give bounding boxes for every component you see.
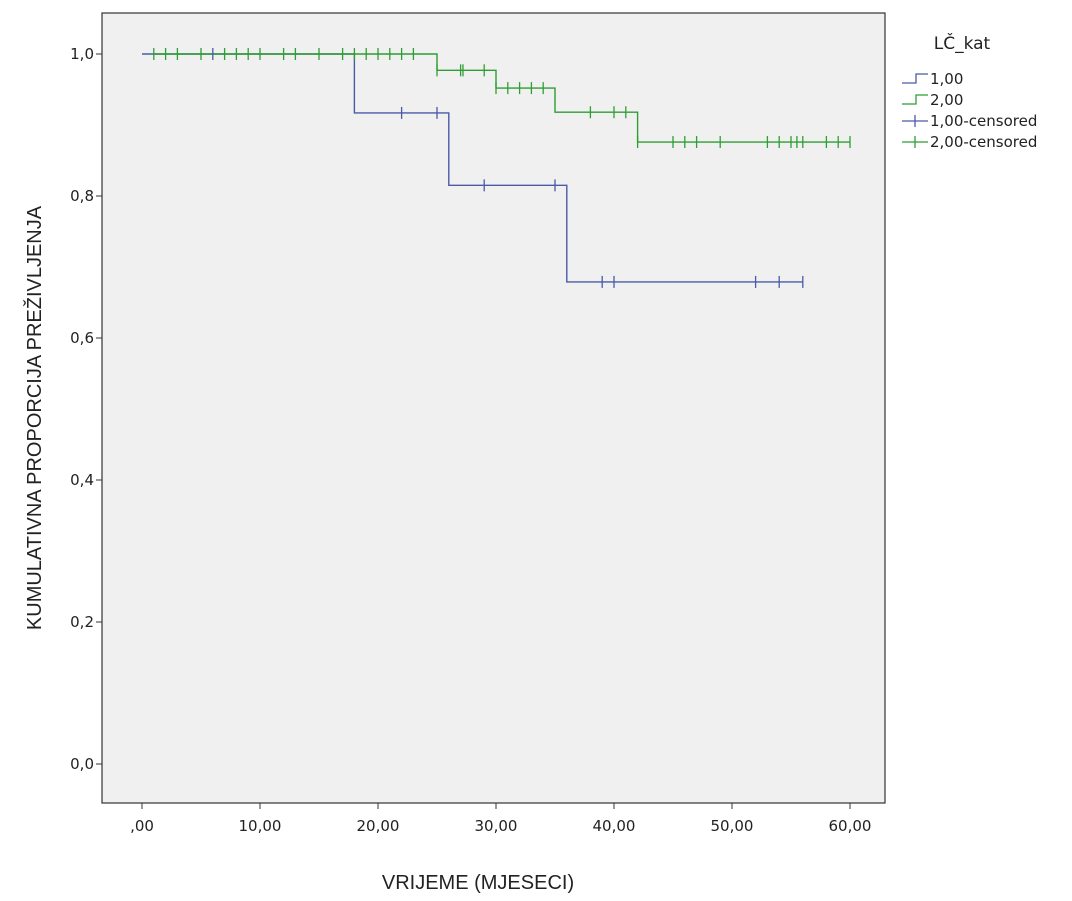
legend-swatch-step bbox=[902, 94, 928, 105]
legend-swatch-step bbox=[902, 73, 928, 84]
x-tick-label: ,00 bbox=[130, 817, 154, 835]
legend-title: LČ_kat bbox=[934, 32, 991, 54]
y-axis-ticks: 0,0 0,2 0,4 0,6 0,8 1,0 bbox=[70, 45, 102, 773]
y-tick-label: 0,6 bbox=[70, 329, 94, 347]
legend-entry-label: 2,00-censored bbox=[930, 133, 1037, 151]
x-tick-label: 20,00 bbox=[357, 817, 400, 835]
y-tick-label: 0,8 bbox=[70, 187, 94, 205]
x-axis-title: VRIJEME (MJESECI) bbox=[382, 872, 574, 894]
x-tick-label: 50,00 bbox=[711, 817, 754, 835]
series-lines bbox=[142, 53, 850, 283]
y-tick-label: 0,2 bbox=[70, 613, 94, 631]
censor-marks bbox=[153, 48, 851, 288]
legend-entry-label: 2,00 bbox=[930, 91, 963, 109]
x-tick-label: 10,00 bbox=[239, 817, 282, 835]
x-tick-label: 40,00 bbox=[593, 817, 636, 835]
series-line-1 bbox=[142, 53, 803, 283]
legend: 1,00 2,00 1,00-censored 2,00-censored bbox=[902, 70, 1037, 151]
legend-entry-label: 1,00 bbox=[930, 70, 963, 88]
series-line-2 bbox=[153, 53, 850, 143]
x-tick-label: 60,00 bbox=[829, 817, 872, 835]
y-tick-label: 0,4 bbox=[70, 471, 94, 489]
x-axis-ticks: ,00 10,00 20,00 30,00 40,00 50,00 60,00 bbox=[130, 803, 871, 835]
legend-entry-label: 1,00-censored bbox=[930, 112, 1037, 130]
plot-area bbox=[101, 12, 886, 804]
y-axis-title: KUMULATIVNA PROPORCIJA PREŽIVLJENJA bbox=[23, 205, 46, 630]
y-tick-label: 0,0 bbox=[70, 755, 94, 773]
x-tick-label: 30,00 bbox=[475, 817, 518, 835]
y-tick-label: 1,0 bbox=[70, 45, 94, 63]
